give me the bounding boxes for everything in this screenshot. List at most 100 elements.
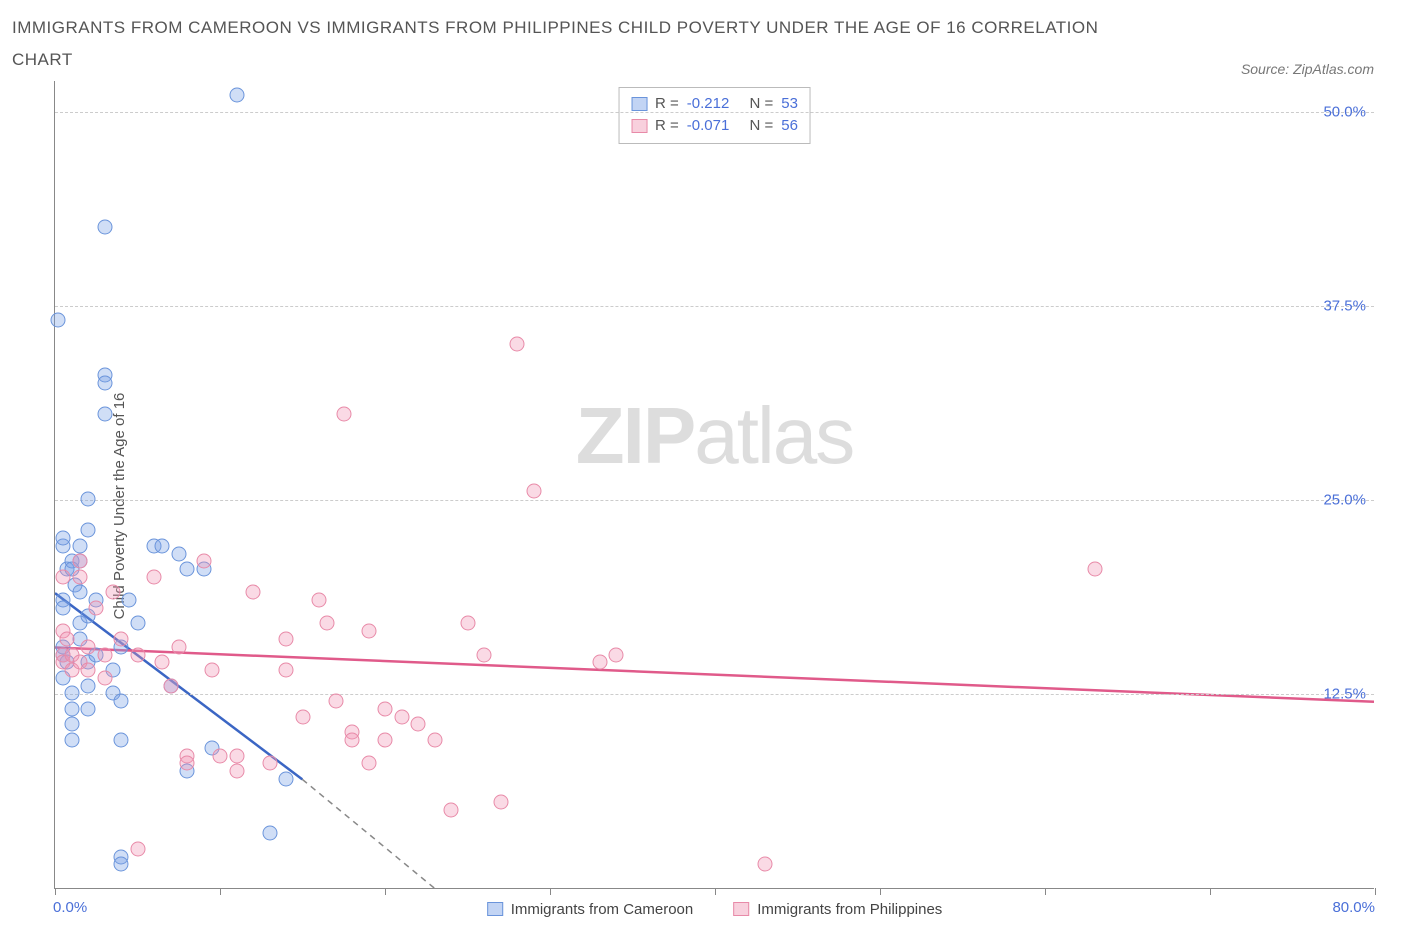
data-point [1087,562,1102,577]
legend-item-philippines: Immigrants from Philippines [733,901,942,918]
data-point [130,647,145,662]
data-point [114,631,129,646]
data-point [477,647,492,662]
data-point [163,678,178,693]
x-tick [1210,888,1211,895]
data-point [592,655,607,670]
data-point [155,655,170,670]
data-point [56,569,71,584]
data-point [196,554,211,569]
data-point [444,802,459,817]
data-point [246,585,261,600]
data-point [97,220,112,235]
data-point [180,756,195,771]
data-point [204,663,219,678]
data-point [295,709,310,724]
data-point [361,756,376,771]
swatch-blue [631,97,647,111]
data-point [229,88,244,103]
data-point [757,857,772,872]
legend-bottom: Immigrants from Cameroon Immigrants from… [487,901,943,918]
data-point [155,538,170,553]
data-point [378,732,393,747]
data-point [64,686,79,701]
legend-item-cameroon: Immigrants from Cameroon [487,901,694,918]
data-point [81,492,96,507]
data-point [81,523,96,538]
x-tick [715,888,716,895]
legend-row-philippines: R = -0.071 N = 56 [631,115,798,138]
x-tick [1375,888,1376,895]
data-point [72,585,87,600]
gridline [55,500,1374,501]
data-point [279,631,294,646]
legend-stats: R = -0.212 N = 53 R = -0.071 N = 56 [618,87,811,144]
data-point [64,701,79,716]
trend-lines [55,81,1374,888]
data-point [72,538,87,553]
data-point [97,670,112,685]
x-tick-label: 80.0% [1332,899,1375,916]
x-tick [55,888,56,895]
data-point [320,616,335,631]
data-point [493,795,508,810]
data-point [394,709,409,724]
data-point [81,678,96,693]
data-point [262,826,277,841]
y-tick-label: 25.0% [1323,492,1366,509]
chart-container: Child Poverty Under the Age of 16 ZIPatl… [12,81,1394,931]
data-point [97,406,112,421]
data-point [279,663,294,678]
data-point [105,585,120,600]
data-point [361,624,376,639]
data-point [411,717,426,732]
data-point [279,771,294,786]
x-tick [880,888,881,895]
data-point [81,701,96,716]
data-point [147,569,162,584]
data-point [336,406,351,421]
data-point [114,694,129,709]
plot-area: ZIPatlas R = -0.212 N = 53 R = -0.071 N … [54,81,1374,889]
data-point [171,546,186,561]
data-point [56,530,71,545]
data-point [114,857,129,872]
data-point [180,562,195,577]
y-tick-label: 50.0% [1323,103,1366,120]
data-point [460,616,475,631]
data-point [97,375,112,390]
data-point [526,484,541,499]
data-point [89,600,104,615]
watermark: ZIPatlas [576,390,853,482]
x-tick [550,888,551,895]
data-point [229,748,244,763]
gridline [55,694,1374,695]
data-point [114,732,129,747]
data-point [81,663,96,678]
swatch-blue [487,902,503,916]
chart-title: IMMIGRANTS FROM CAMEROON VS IMMIGRANTS F… [12,12,1112,77]
x-tick [220,888,221,895]
data-point [130,841,145,856]
swatch-pink [733,902,749,916]
data-point [378,701,393,716]
data-point [609,647,624,662]
data-point [229,764,244,779]
swatch-pink [631,119,647,133]
data-point [97,647,112,662]
y-tick-label: 12.5% [1323,686,1366,703]
source-label: Source: ZipAtlas.com [1241,61,1394,77]
data-point [427,732,442,747]
data-point [510,336,525,351]
data-point [312,593,327,608]
data-point [122,593,137,608]
x-tick-label: 0.0% [53,899,87,916]
data-point [130,616,145,631]
data-point [51,313,66,328]
data-point [262,756,277,771]
data-point [72,554,87,569]
data-point [81,639,96,654]
data-point [56,600,71,615]
x-tick [1045,888,1046,895]
gridline [55,112,1374,113]
